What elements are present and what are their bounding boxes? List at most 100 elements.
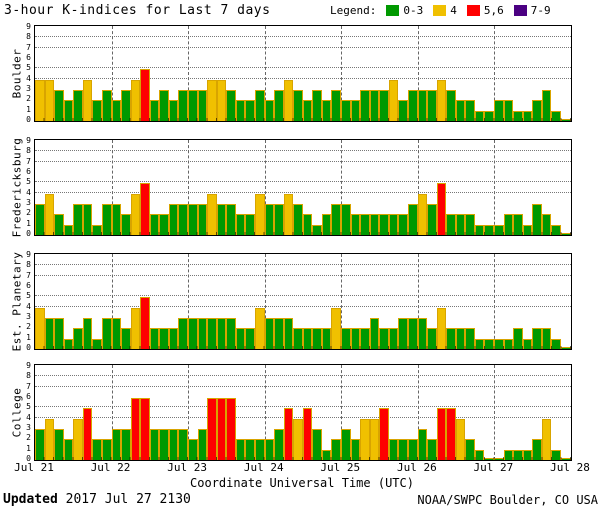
day-gridline	[264, 26, 266, 121]
k-bar	[245, 214, 255, 235]
k-bar	[407, 204, 418, 235]
y-tick-label: 7	[26, 381, 31, 391]
x-day-label: Jul 26	[396, 461, 437, 474]
legend-item-label: 0-3	[403, 4, 424, 17]
k-bar	[388, 439, 399, 460]
k-bar	[541, 328, 552, 349]
k-bar	[321, 100, 332, 121]
k-bar	[159, 90, 169, 121]
k-bar	[226, 204, 236, 235]
k-bar	[532, 204, 542, 235]
k-bar	[130, 398, 141, 460]
x-minor-ticks	[35, 118, 571, 121]
k-bar	[159, 429, 169, 460]
k-bar	[197, 429, 208, 460]
k-bar	[369, 90, 380, 121]
k-bar	[312, 328, 322, 349]
legend-item-red: 5,6	[466, 4, 504, 17]
y-tick-label: 0	[26, 229, 31, 238]
red-swatch-icon	[466, 5, 480, 16]
k-bar	[417, 318, 428, 349]
k-bar	[121, 214, 131, 235]
k-bar	[82, 408, 93, 460]
k-bar	[436, 79, 447, 121]
k-bar	[274, 318, 284, 349]
k-bar	[149, 214, 160, 235]
day-gridline	[341, 140, 343, 235]
k-bar	[427, 204, 437, 235]
day-gridline	[188, 140, 190, 235]
y-tick-label: 9	[26, 136, 31, 145]
k-bar	[360, 90, 370, 121]
k-bar	[283, 193, 294, 235]
k-bar	[254, 439, 265, 460]
h-gridline	[35, 150, 571, 152]
day-gridline	[341, 26, 343, 121]
h-gridline	[35, 305, 571, 307]
k-bar	[484, 110, 494, 121]
k-bar	[321, 328, 332, 349]
k-bar	[82, 318, 93, 349]
h-gridline	[35, 264, 571, 266]
k-bar	[293, 90, 303, 121]
purple-swatch-icon	[513, 5, 527, 16]
k-bar	[379, 90, 389, 121]
h-gridline	[35, 181, 571, 183]
k-bar	[149, 429, 160, 460]
day-gridline	[494, 254, 496, 349]
day-gridline	[188, 254, 190, 349]
k-bar	[245, 328, 255, 349]
y-tick-label: 4	[26, 412, 31, 422]
k-bar	[35, 429, 45, 460]
h-gridline	[35, 385, 571, 387]
plot-area-est-planetary	[35, 254, 571, 349]
k-bar	[188, 204, 198, 235]
k-bar	[216, 398, 227, 460]
k-bar	[341, 328, 351, 349]
k-bar	[541, 90, 552, 121]
x-day-label: Jul 21	[14, 461, 54, 474]
k-bar	[73, 90, 83, 121]
k-bar	[427, 439, 437, 460]
k-bar	[63, 224, 74, 235]
k-bar	[513, 110, 523, 121]
k-bar	[44, 318, 55, 349]
day-gridline	[111, 140, 113, 235]
k-bar	[302, 214, 313, 235]
day-gridline	[494, 26, 496, 121]
k-bar	[551, 224, 561, 235]
y-tick-label: 4	[26, 301, 31, 311]
k-bar	[101, 90, 112, 121]
k-bar	[82, 79, 93, 121]
day-gridline	[264, 254, 266, 349]
k-bar	[293, 328, 303, 349]
day-gridline	[188, 26, 190, 121]
day-gridline	[264, 365, 266, 460]
k-bar	[331, 204, 341, 235]
k-bar	[159, 328, 169, 349]
k-bar	[254, 90, 265, 121]
x-axis-day-labels: Jul 21 Jul 22 Jul 23 Jul 24 Jul 25 Jul 26 Jul …	[14, 461, 590, 475]
k-bar	[455, 418, 466, 460]
legend-item-label: 5,6	[483, 4, 504, 17]
x-day-label: Jul 28	[550, 461, 590, 474]
k-bar	[54, 429, 64, 460]
day-gridline	[111, 26, 113, 121]
k-bar	[274, 90, 284, 121]
k-bar	[283, 79, 294, 121]
k-bar	[63, 100, 74, 121]
h-gridline	[35, 295, 571, 297]
green-swatch-icon	[386, 5, 400, 16]
h-gridline	[35, 274, 571, 276]
k-bar	[455, 100, 466, 121]
k-bar	[494, 338, 504, 349]
k-bar	[92, 439, 102, 460]
h-gridline	[35, 375, 571, 377]
bars-row	[35, 365, 571, 460]
plot-area-fredericksburg	[35, 140, 571, 235]
k-bar	[245, 100, 255, 121]
y-tick-label: 7	[26, 156, 31, 166]
k-bar	[541, 418, 552, 460]
